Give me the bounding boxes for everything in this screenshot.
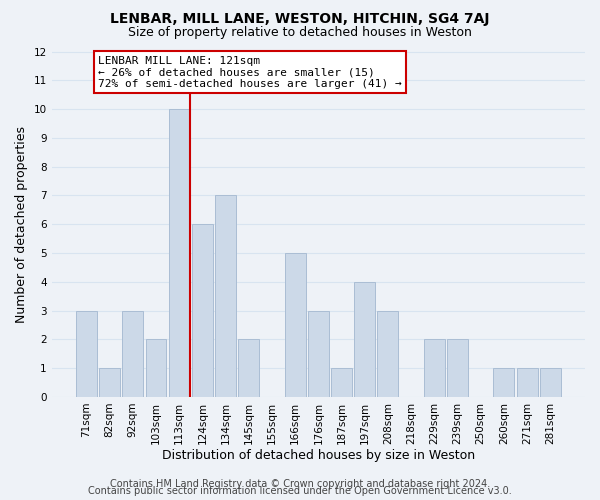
Bar <box>493 368 514 397</box>
Bar <box>192 224 213 397</box>
Bar <box>540 368 561 397</box>
Text: LENBAR, MILL LANE, WESTON, HITCHIN, SG4 7AJ: LENBAR, MILL LANE, WESTON, HITCHIN, SG4 … <box>110 12 490 26</box>
Bar <box>377 310 398 397</box>
Bar <box>447 340 468 397</box>
Bar <box>215 196 236 397</box>
Bar <box>354 282 375 397</box>
Bar <box>424 340 445 397</box>
Text: LENBAR MILL LANE: 121sqm
← 26% of detached houses are smaller (15)
72% of semi-d: LENBAR MILL LANE: 121sqm ← 26% of detach… <box>98 56 401 89</box>
Bar <box>284 253 305 397</box>
Bar <box>146 340 166 397</box>
X-axis label: Distribution of detached houses by size in Weston: Distribution of detached houses by size … <box>162 450 475 462</box>
Bar <box>308 310 329 397</box>
Bar <box>517 368 538 397</box>
Text: Contains HM Land Registry data © Crown copyright and database right 2024.: Contains HM Land Registry data © Crown c… <box>110 479 490 489</box>
Bar <box>331 368 352 397</box>
Bar <box>99 368 120 397</box>
Y-axis label: Number of detached properties: Number of detached properties <box>15 126 28 322</box>
Bar <box>169 109 190 397</box>
Bar <box>238 340 259 397</box>
Bar <box>76 310 97 397</box>
Text: Size of property relative to detached houses in Weston: Size of property relative to detached ho… <box>128 26 472 39</box>
Text: Contains public sector information licensed under the Open Government Licence v3: Contains public sector information licen… <box>88 486 512 496</box>
Bar <box>122 310 143 397</box>
